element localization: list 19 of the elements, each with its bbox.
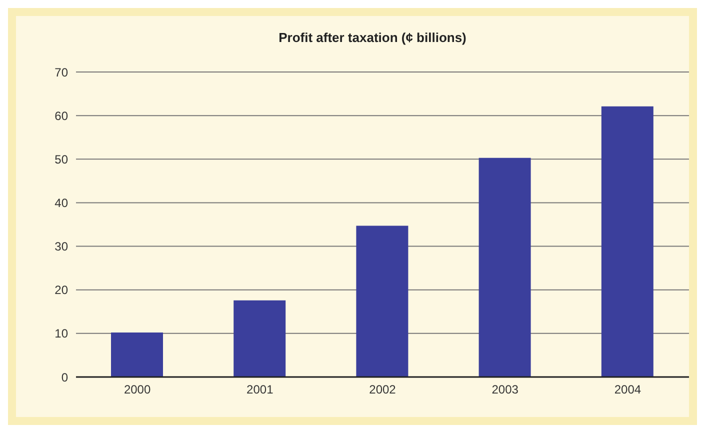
y-tick-label: 60 [54, 108, 68, 123]
x-tick-label: 2003 [492, 382, 519, 397]
bar [601, 106, 654, 377]
bar [478, 158, 531, 377]
x-tick-label: 2001 [246, 382, 274, 397]
x-tick-label: 2004 [614, 382, 642, 397]
y-tick-label: 0 [61, 370, 68, 384]
x-tick-label: 2000 [124, 382, 151, 397]
y-tick-label: 20 [54, 283, 68, 298]
y-tick-label: 40 [54, 196, 68, 210]
y-tick-label: 10 [54, 326, 68, 341]
y-tick-label: 50 [54, 152, 68, 166]
bar [234, 300, 286, 377]
chart-title: Profit after taxation (¢ billions) [278, 30, 468, 45]
bar [356, 226, 408, 377]
x-tick-label: 2002 [369, 382, 396, 397]
y-tick-label: 30 [54, 240, 68, 254]
bar [111, 332, 163, 377]
y-tick-label: 70 [54, 65, 68, 80]
